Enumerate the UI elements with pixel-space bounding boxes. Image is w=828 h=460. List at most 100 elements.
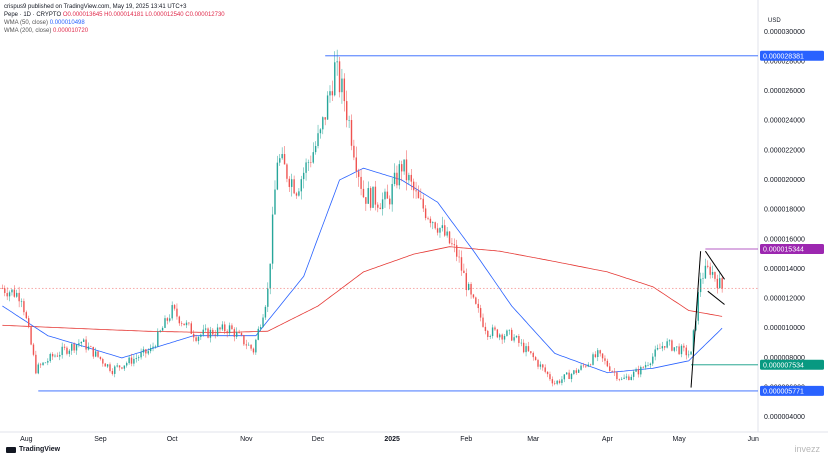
candle-body bbox=[145, 349, 147, 354]
ohlc-values: O0.000013645 H0.000014181 L0.000012540 C… bbox=[62, 12, 225, 18]
candle-body bbox=[305, 162, 307, 173]
candle-body bbox=[417, 191, 420, 199]
candle-body bbox=[116, 365, 118, 367]
candle-body bbox=[159, 330, 161, 332]
candle-body bbox=[515, 336, 518, 338]
candle-body bbox=[575, 370, 577, 373]
candle-body bbox=[171, 305, 173, 319]
candle-body bbox=[173, 305, 176, 309]
candle-body bbox=[183, 323, 185, 326]
candle-body bbox=[97, 351, 99, 357]
candle-body bbox=[367, 188, 369, 204]
candle-body bbox=[436, 228, 439, 233]
candle-body bbox=[637, 369, 640, 375]
candle-body bbox=[432, 222, 434, 224]
candle-body bbox=[11, 289, 13, 293]
candle-body bbox=[274, 189, 276, 215]
candle-body bbox=[616, 372, 618, 380]
candle-body bbox=[82, 339, 85, 342]
candle-body bbox=[683, 345, 685, 348]
candle-body bbox=[30, 327, 32, 345]
price-tag-label: 0.000015344 bbox=[763, 247, 804, 254]
candle-body bbox=[680, 345, 683, 355]
y-tick-label: 0.000016000 bbox=[764, 236, 805, 243]
y-tick-label: 0.000008000 bbox=[764, 355, 805, 362]
candle-body bbox=[573, 370, 575, 374]
candle-body bbox=[353, 145, 355, 158]
candle-body bbox=[324, 117, 326, 120]
candle-body bbox=[477, 303, 479, 309]
candle-body bbox=[109, 364, 111, 371]
candle-body bbox=[329, 91, 331, 96]
candle-body bbox=[20, 301, 23, 302]
candle-body bbox=[236, 332, 238, 337]
candle-body bbox=[94, 351, 97, 357]
candle-body bbox=[372, 186, 374, 208]
candle-body bbox=[322, 117, 324, 130]
candle-body bbox=[594, 354, 597, 358]
candle-body bbox=[398, 164, 401, 186]
candle-body bbox=[647, 365, 649, 366]
candle-body bbox=[659, 347, 661, 349]
candle-body bbox=[61, 346, 63, 355]
candle-body bbox=[611, 370, 613, 372]
candle-body bbox=[200, 334, 202, 337]
candle-body bbox=[685, 347, 687, 356]
candle-body bbox=[291, 179, 293, 187]
y-tick-label: 0.000004000 bbox=[764, 414, 805, 421]
candle-body bbox=[561, 379, 563, 383]
wma200-row: WMA (200, close) 0.000010720 bbox=[4, 27, 225, 35]
candle-body bbox=[448, 231, 451, 244]
candle-body bbox=[341, 78, 343, 93]
candle-body bbox=[25, 312, 28, 319]
candle-body bbox=[609, 366, 611, 371]
candle-body bbox=[408, 174, 410, 181]
candle-body bbox=[85, 339, 87, 350]
wma50-value: 0.000010498 bbox=[49, 20, 85, 26]
candle-body bbox=[532, 352, 534, 358]
candle-body bbox=[656, 347, 659, 350]
candle-body bbox=[513, 337, 515, 341]
candle-body bbox=[566, 372, 568, 375]
candle-body bbox=[123, 365, 126, 369]
candle-body bbox=[326, 95, 329, 120]
candle-body bbox=[640, 366, 642, 375]
candle-body bbox=[250, 344, 252, 349]
candle-body bbox=[142, 349, 145, 353]
price-tag-box bbox=[760, 244, 824, 255]
price-chart[interactable]: 0.0000040000.0000060000.0000080000.00001… bbox=[0, 0, 828, 446]
candle-body bbox=[106, 364, 109, 367]
candle-body bbox=[482, 317, 484, 327]
y-tick-label: 0.000010000 bbox=[764, 325, 805, 332]
candle-body bbox=[331, 91, 334, 96]
candle-body bbox=[207, 328, 209, 338]
candle-body bbox=[597, 350, 599, 358]
price-tag-box bbox=[760, 50, 824, 61]
candle-body bbox=[606, 360, 609, 367]
candle-body bbox=[73, 344, 75, 351]
candle-body bbox=[18, 292, 20, 302]
candle-body bbox=[269, 263, 271, 289]
tradingview-brand[interactable]: TradingView bbox=[6, 446, 60, 453]
candle-body bbox=[204, 328, 207, 330]
candle-body bbox=[654, 349, 656, 357]
candle-body bbox=[453, 244, 456, 246]
candle-body bbox=[377, 204, 379, 208]
candle-body bbox=[577, 369, 580, 373]
candle-body bbox=[661, 346, 664, 349]
candle-body bbox=[357, 171, 360, 177]
candle-body bbox=[601, 353, 604, 359]
candle-body bbox=[39, 364, 42, 366]
x-tick-label: Feb bbox=[460, 436, 472, 443]
candle-body bbox=[68, 350, 71, 354]
candle-body bbox=[618, 379, 621, 380]
candle-body bbox=[702, 278, 704, 279]
candle-body bbox=[652, 356, 654, 364]
candle-body bbox=[114, 366, 116, 374]
candle-body bbox=[293, 179, 295, 194]
candle-body bbox=[587, 364, 589, 367]
candle-body bbox=[711, 272, 714, 275]
candle-body bbox=[484, 326, 487, 331]
candle-body bbox=[190, 323, 192, 334]
candle-body bbox=[188, 322, 190, 324]
